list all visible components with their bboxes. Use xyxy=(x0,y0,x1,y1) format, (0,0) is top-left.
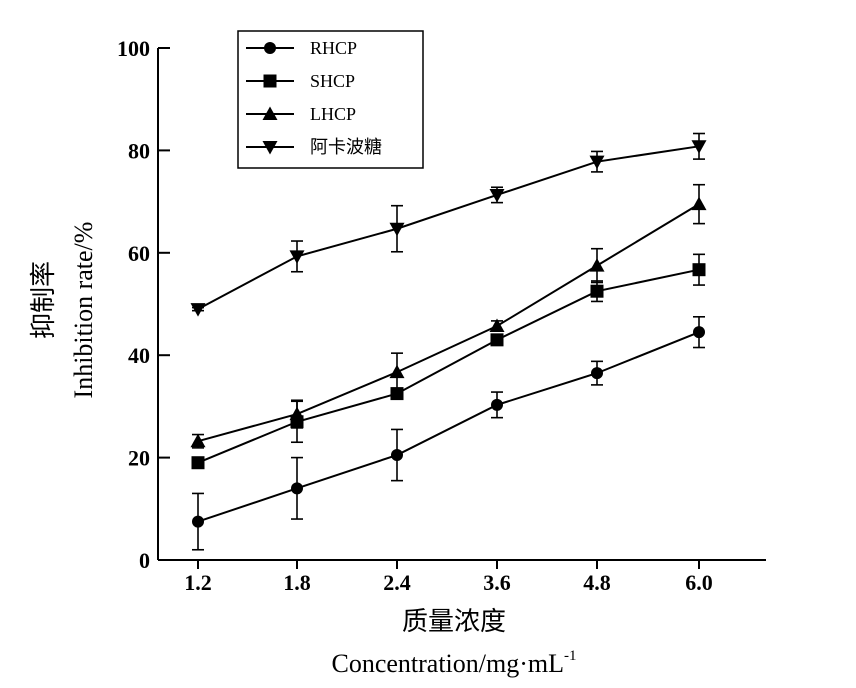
data-point xyxy=(391,449,403,462)
data-point xyxy=(289,250,305,264)
x-axis-title-en-main: Concentration/mg·mL xyxy=(331,649,564,678)
data-point xyxy=(691,140,707,154)
series-line xyxy=(197,203,700,443)
data-point xyxy=(589,155,605,170)
legend-label: 阿卡波糖 xyxy=(310,137,382,157)
data-point xyxy=(589,258,605,272)
x-tick-label: 1.2 xyxy=(184,570,212,595)
data-point xyxy=(191,456,205,470)
x-tick-label: 4.8 xyxy=(583,570,611,595)
series-2 xyxy=(190,183,707,449)
x-tick-label: 3.6 xyxy=(483,570,511,595)
y-tick-label: 60 xyxy=(128,241,150,266)
axes: 0 20 40 60 80 100 1.2 1.8 2.4 3.6 4.8 6.0 xyxy=(117,36,766,595)
x-axis-title-cn: 质量浓度 xyxy=(402,607,506,636)
data-point xyxy=(490,333,504,347)
legend-marker xyxy=(262,141,278,155)
legend-marker xyxy=(262,106,278,120)
y-tick-label: 20 xyxy=(128,446,150,471)
data-point xyxy=(489,188,505,203)
legend-label: LHCP xyxy=(310,104,356,124)
x-tick-label: 1.8 xyxy=(283,570,311,595)
y-tick-label: 80 xyxy=(128,138,150,163)
legend-label: SHCP xyxy=(310,71,355,91)
series-line xyxy=(197,145,700,311)
legend-item-3: 阿卡波糖 xyxy=(246,137,382,157)
x-tick-label: 6.0 xyxy=(685,570,713,595)
legend-marker xyxy=(263,74,277,88)
y-axis-title-en: Inhibition rate/% xyxy=(69,222,98,399)
series-1 xyxy=(191,253,706,470)
y-axis-title-cn: 抑制率 xyxy=(29,261,58,339)
legend: RHCP SHCP LHCP 阿卡波糖 xyxy=(237,30,424,169)
data-point xyxy=(190,433,206,448)
y-tick-label: 100 xyxy=(117,36,150,61)
data-point xyxy=(692,263,706,277)
x-tick-label: 2.4 xyxy=(383,570,411,595)
data-point xyxy=(693,326,705,339)
data-point xyxy=(489,318,505,333)
series-3 xyxy=(190,132,707,317)
x-axis-title-en: Concentration/mg·mL-1 xyxy=(331,648,576,678)
data-point xyxy=(190,303,206,317)
data-point xyxy=(289,406,305,421)
legend-marker xyxy=(264,42,276,54)
series-0 xyxy=(192,315,705,551)
data-point xyxy=(389,364,405,379)
y-tick-label: 0 xyxy=(139,548,150,573)
axis-titles: 抑制率 Inhibition rate/% 质量浓度 Concentration… xyxy=(29,222,577,678)
data-point xyxy=(590,284,604,298)
y-tick-label: 40 xyxy=(128,343,150,368)
series-line xyxy=(197,331,700,523)
data-point xyxy=(691,196,707,211)
data-point xyxy=(291,482,303,495)
legend-item-0: RHCP xyxy=(246,38,357,58)
data-point xyxy=(491,398,503,411)
data-point xyxy=(192,515,204,528)
data-point xyxy=(591,367,603,380)
legend-item-1: SHCP xyxy=(246,71,355,91)
series-line xyxy=(197,268,700,464)
legend-item-2: LHCP xyxy=(246,104,356,124)
data-point xyxy=(389,222,405,237)
series-layer xyxy=(190,132,707,551)
legend-label: RHCP xyxy=(310,38,357,58)
x-axis-title-en-sup: -1 xyxy=(564,648,577,664)
